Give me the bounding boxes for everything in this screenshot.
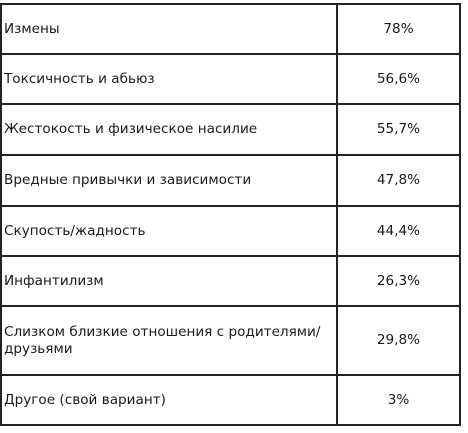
- table-row: Инфантилизм 26,3%: [0, 255, 461, 307]
- row-label: Измены: [0, 3, 338, 55]
- table-row: Жестокость и физическое насилие 55,7%: [0, 103, 461, 156]
- row-percentage: 55,7%: [336, 103, 461, 156]
- row-label: Скупость/жадность: [0, 205, 338, 257]
- row-label: Токсичность и абьюз: [0, 53, 338, 105]
- table-row: Другое (свой вариант) 3%: [0, 374, 461, 426]
- table-row: Токсичность и абьюз 56,6%: [0, 53, 461, 105]
- table-row: Вредные привычки и зависимости 47,8%: [0, 154, 461, 207]
- row-label: Жестокость и физическое насилие: [0, 103, 338, 156]
- table-row: Скупость/жадность 44,4%: [0, 205, 461, 257]
- row-percentage: 26,3%: [336, 255, 461, 307]
- row-label: Другое (свой вариант): [0, 374, 338, 426]
- table-body: Измены 78% Токсичность и абьюз 56,6% Жес…: [0, 3, 461, 426]
- row-label: Слизком близкие отношения с родителями/ …: [0, 305, 338, 376]
- table-row: Слизком близкие отношения с родителями/ …: [0, 305, 461, 376]
- row-label: Вредные привычки и зависимости: [0, 154, 338, 207]
- row-label: Инфантилизм: [0, 255, 338, 307]
- table-row: Измены 78%: [0, 3, 461, 55]
- row-percentage: 44,4%: [336, 205, 461, 257]
- row-percentage: 47,8%: [336, 154, 461, 207]
- survey-results-table: Измены 78% Токсичность и абьюз 56,6% Жес…: [0, 3, 461, 426]
- row-percentage: 3%: [336, 374, 461, 426]
- row-percentage: 56,6%: [336, 53, 461, 105]
- row-percentage: 78%: [336, 3, 461, 55]
- row-percentage: 29,8%: [336, 305, 461, 376]
